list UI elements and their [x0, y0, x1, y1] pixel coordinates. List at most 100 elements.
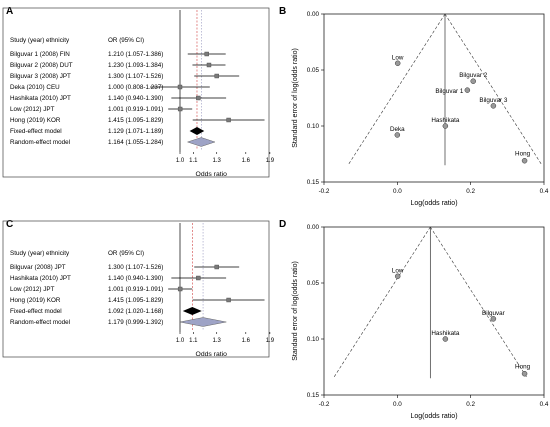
x-axis-label: Odds ratio: [196, 171, 228, 178]
x-tick-label: 0.4: [540, 188, 549, 195]
panel-frame: [2, 7, 270, 178]
study-point: [394, 132, 401, 138]
x-tick-label: 1.3: [213, 338, 222, 344]
study-point-label: Deka: [390, 126, 405, 133]
x-tick-label: 1.9: [266, 338, 275, 344]
x-tick-label: 1.0: [176, 338, 185, 344]
y-tick-label: 0.15: [307, 392, 320, 399]
study-estimate-box: [177, 84, 183, 90]
study-label: Bilguvar 3 (2008) JPT: [10, 73, 71, 80]
y-axis-label: Standard error of log(odds ratio): [292, 48, 299, 148]
study-point-label: Hashikata: [431, 330, 459, 337]
ci-text: 1.300 (1.107-1.526): [108, 264, 163, 271]
study-label: Low (2012) JPT: [10, 106, 55, 113]
study-point-label: Hashikata: [431, 117, 459, 124]
y-axis-label: Standard error of log(odds ratio): [292, 261, 299, 361]
plot-frame: [323, 13, 545, 183]
ci-text: 1.000 (0.808-1.237): [108, 84, 163, 91]
study-point-label: Bilguvar 2: [459, 72, 487, 79]
y-tick-label: 0.05: [307, 280, 320, 287]
study-column-header: Study (year) ethnicity: [10, 37, 70, 44]
study-estimate-box: [204, 51, 209, 57]
x-tick-label: 1.6: [242, 338, 251, 344]
study-point: [490, 316, 497, 322]
x-tick-label: 1.0: [176, 158, 185, 164]
x-tick-label: 1.6: [242, 158, 251, 164]
ci-text: 1.300 (1.107-1.526): [108, 73, 163, 80]
x-axis-label: Log(odds ratio): [410, 200, 457, 207]
ci-text: 1.210 (1.057-1.386): [108, 51, 163, 58]
panel-c: C Study (year) ethnicity OR (95% CI) Bilguv…: [0, 213, 275, 426]
study-point-label: Bilguvar 1: [435, 88, 463, 95]
study-estimate-box: [226, 297, 231, 303]
study-label: Bilguvar 1 (2008) FIN: [10, 51, 70, 58]
study-point: [394, 273, 401, 280]
ci-text: 1.140 (0.940-1.390): [108, 95, 163, 102]
study-point-label: Low: [392, 54, 404, 61]
study-point: [464, 87, 471, 93]
study-point-label: Low: [392, 267, 404, 274]
x-tick-label: 0.2: [466, 188, 475, 195]
y-tick-label: 0.05: [307, 67, 320, 74]
study-column-header: Study (year) ethnicity: [10, 250, 70, 257]
study-point-label: Bilguvar: [482, 310, 505, 317]
ci-text: 1.415 (1.095-1.829): [108, 117, 163, 124]
ci-text: 1.164 (1.055-1.284): [108, 139, 163, 146]
ci-text: 1.140 (0.940-1.390): [108, 275, 163, 282]
panel-letter: C: [6, 219, 13, 230]
funnel-plot-b: B Low Bilguvar 2 Bilguvar 1 Bilguvar 3 Hashik…: [279, 6, 549, 207]
study-point: [490, 103, 497, 109]
ci-text: 1.001 (0.919-1.091): [108, 286, 163, 293]
random-effect-diamond: [186, 137, 216, 147]
ci-text: 1.001 (0.919-1.091): [108, 106, 163, 113]
funnel-plot-d: D Low Bilguvar Hashikata Hong -0.2 0.0 0.2 0.4 0.…: [279, 219, 549, 420]
study-point: [442, 123, 449, 129]
study-point: [470, 78, 476, 84]
study-estimate-box: [196, 95, 201, 101]
study-label: Bilguvar 2 (2008) DUT: [10, 62, 73, 69]
study-label: Hong (2019) KOR: [10, 297, 61, 304]
study-label: Random-effect model: [10, 319, 70, 326]
ci-text: 1.230 (1.093-1.384): [108, 62, 163, 69]
ci-text: 1.092 (1.020-1.168): [108, 308, 163, 315]
y-tick-label: 0.00: [307, 11, 320, 18]
x-axis-label: Odds ratio: [196, 351, 228, 358]
panel-d: D Low Bilguvar Hashikata Hong -0.2 0.0 0.2 0.4 0.…: [275, 213, 550, 426]
study-estimate-box: [214, 73, 219, 79]
panel-letter: B: [279, 6, 286, 17]
ci-column-header: OR (95% CI): [108, 250, 144, 257]
x-tick-label: 1.1: [189, 158, 198, 164]
x-tick-label: 1.1: [189, 338, 198, 344]
study-label: Bilguvar (2008) JPT: [10, 264, 66, 271]
study-label: Fixed-effect model: [10, 128, 62, 135]
study-point: [442, 336, 449, 342]
y-tick-label: 0.15: [307, 179, 320, 186]
y-tick-label: 0.10: [307, 336, 320, 343]
study-estimate-box: [196, 275, 201, 281]
study-estimate-box: [206, 62, 212, 68]
study-estimate-box: [226, 117, 231, 123]
x-tick-label: 0.2: [466, 401, 475, 408]
study-point-label: Hong: [515, 151, 531, 158]
study-point: [394, 60, 401, 67]
forest-plot-c: C Study (year) ethnicity OR (95% CI) Bilguv…: [2, 219, 275, 358]
y-tick-label: 0.00: [307, 224, 320, 231]
x-tick-label: -0.2: [319, 401, 330, 408]
panel-a: A Study (year) ethnicity OR (95% CI) Bilguv…: [0, 0, 275, 213]
x-axis-label: Log(odds ratio): [410, 413, 457, 420]
study-point-label: Bilguvar 3: [479, 97, 507, 104]
panel-b: B Low Bilguvar 2 Bilguvar 1 Bilguvar 3 Hashik…: [275, 0, 550, 213]
study-label: Deka (2010) CEU: [10, 84, 60, 91]
forest-plot-a: A Study (year) ethnicity OR (95% CI) Bilguv…: [2, 6, 275, 178]
panel-frame: [2, 220, 270, 358]
ci-text: 1.415 (1.095-1.829): [108, 297, 163, 304]
fixed-effect-diamond: [182, 307, 202, 315]
ci-text: 1.179 (0.999-1.392): [108, 319, 163, 326]
study-point: [521, 157, 528, 164]
study-label: Hashikata (2010) JPT: [10, 275, 71, 282]
ci-text: 1.129 (1.071-1.189): [108, 128, 163, 135]
panel-letter: D: [279, 219, 286, 230]
plot-frame: [323, 226, 545, 396]
study-label: Hashikata (2010) JPT: [10, 95, 71, 102]
x-tick-label: 0.0: [393, 188, 402, 195]
